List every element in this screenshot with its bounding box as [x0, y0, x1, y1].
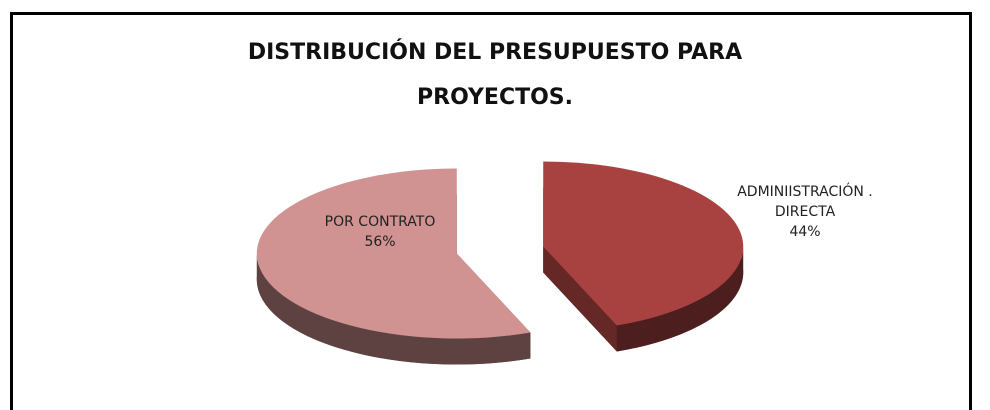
slice-side [616, 246, 744, 352]
value-label: 44% [789, 224, 821, 240]
slice-label: POR CONTRATO 56% [290, 212, 470, 252]
slice-side [256, 253, 531, 365]
value-label: 56% [364, 234, 396, 250]
slice-wall [543, 246, 617, 352]
slice [256, 168, 531, 339]
slice [543, 161, 744, 326]
slice-label: ADMINIISTRACIÓN . DIRECTA 44% [735, 182, 875, 242]
category-label: ADMINIISTRACIÓN . DIRECTA [737, 184, 873, 220]
category-label: POR CONTRATO [324, 214, 436, 230]
chart-frame [10, 12, 972, 410]
chart-title: DISTRIBUCIÓN DEL PRESUPUESTO PARA PROYEC… [247, 40, 743, 110]
